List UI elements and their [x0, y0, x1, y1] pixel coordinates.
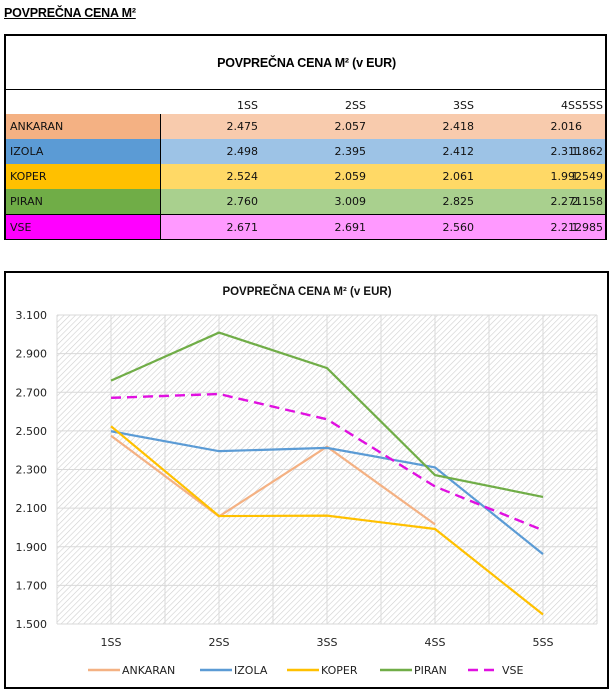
x-tick-label: 1SS: [101, 636, 122, 649]
legend-label: KOPER: [321, 664, 358, 677]
table-cell: 2.498: [226, 145, 259, 158]
row-label: KOPER: [6, 164, 161, 189]
chart-title: POVPREČNA CENA M² (v EUR): [222, 285, 391, 298]
legend-item-vse: VSE: [468, 664, 524, 677]
table-row: IZOLA 2.498 2.395 2.412 2.311 1.862: [6, 139, 605, 164]
table-cell: 2.418: [442, 120, 475, 133]
y-tick-label: 1.500: [16, 618, 48, 631]
table-row: PIRAN 2.760 3.009 2.825 2.271 2.158: [6, 189, 605, 214]
y-tick-label: 1.700: [16, 579, 48, 592]
table-cell: 2.475: [226, 120, 259, 133]
column-header: 2SS: [345, 99, 366, 112]
row-label: PIRAN: [6, 189, 161, 214]
table-cell: 2.395: [334, 145, 367, 158]
table-cell: 2.560: [442, 220, 475, 234]
table-row: KOPER 2.524 2.059 2.061 1.992 1.549: [6, 164, 605, 189]
x-tick-label: 5SS: [533, 636, 554, 649]
table-cell: 2.524: [226, 170, 259, 183]
column-header: 5SS: [582, 99, 603, 112]
y-tick-label: 1.900: [16, 541, 48, 554]
column-header: 1SS: [237, 99, 258, 112]
x-tick-label: 3SS: [317, 636, 338, 649]
table-cell: 1.992: [550, 170, 583, 183]
series-line-vse: [110, 392, 544, 532]
table-cell: 2.057: [334, 120, 367, 133]
table-cell: 3.009: [334, 195, 367, 208]
table-cell: 2.691: [334, 220, 367, 234]
x-tick-label: 4SS: [425, 636, 446, 649]
legend-item-ankaran: ANKARAN: [88, 664, 175, 677]
table-cell: 2.412: [442, 145, 475, 158]
table-row: VSE 2.671 2.691 2.560 2.212 1.985: [6, 214, 605, 239]
y-tick-label: 3.100: [16, 309, 48, 322]
table-cell: 2.760: [226, 195, 259, 208]
legend-item-izola: IZOLA: [200, 664, 268, 677]
table-cell: 2.825: [442, 195, 475, 208]
table-row: ANKARAN 2.475 2.057 2.418 2.016: [6, 114, 605, 139]
row-label: IZOLA: [6, 139, 161, 164]
y-tick-label: 2.500: [16, 425, 48, 438]
table-cell: 2.212: [550, 220, 583, 234]
row-label: VSE: [6, 215, 161, 239]
table-cell: 2.016: [550, 120, 583, 133]
y-tick-label: 2.900: [16, 348, 48, 361]
table-cell: 2.271: [550, 195, 583, 208]
row-label: ANKARAN: [6, 114, 161, 139]
table-cell: 2.061: [442, 170, 475, 183]
table-title: POVPREČNA CENA M² (v EUR): [6, 36, 605, 90]
legend-label: IZOLA: [234, 664, 268, 677]
page-title: POVPREČNA CENA M²: [4, 6, 136, 20]
table-cell: 2.059: [334, 170, 367, 183]
y-tick-label: 2.700: [16, 386, 48, 399]
legend-label: ANKARAN: [122, 664, 175, 677]
series-line-ankaran: [110, 434, 436, 526]
table-cell: 2.311: [550, 145, 583, 158]
price-table: POVPREČNA CENA M² (v EUR) 1SS 2SS 3SS 4S…: [4, 34, 607, 240]
legend-item-koper: KOPER: [287, 664, 358, 677]
legend-label: VSE: [502, 664, 524, 677]
column-header: 4SS: [561, 99, 582, 112]
legend-label: PIRAN: [414, 664, 447, 677]
y-tick-label: 2.300: [16, 464, 48, 477]
x-tick-label: 2SS: [209, 636, 230, 649]
table-cell: 2.671: [226, 220, 259, 234]
column-header: 3SS: [453, 99, 474, 112]
legend-item-piran: PIRAN: [380, 664, 447, 677]
y-tick-label: 2.100: [16, 502, 48, 515]
